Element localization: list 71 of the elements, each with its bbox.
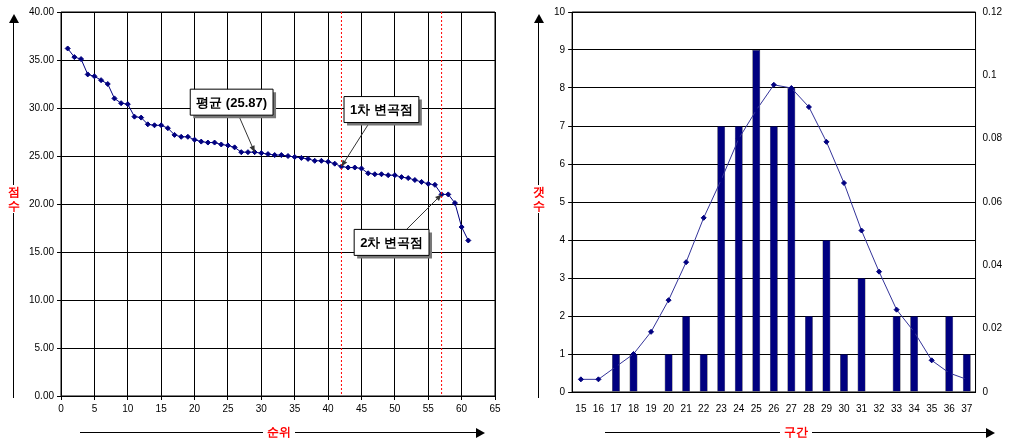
y-tick-label: 40.00 [28, 5, 55, 17]
y-tick-label: 7 [559, 119, 566, 131]
x-axis-title: 순위 [262, 425, 295, 439]
y-tick-label: 5.00 [34, 341, 55, 353]
x-tick-label: 21 [680, 402, 693, 414]
x-tick-label: 35 [926, 402, 938, 414]
x-axis-title: 구간 [780, 425, 812, 439]
y-tick-label: 1 [559, 347, 566, 359]
y-tick-label: 10 [554, 5, 566, 17]
annotation: 2차 변곡점 [360, 234, 424, 250]
y-tick-label: 3 [559, 271, 566, 283]
annotation: 1차 변곡점 [350, 102, 413, 118]
x-tick-label: 35 [289, 402, 301, 414]
y2-tick-label: 0.06 [982, 195, 1003, 207]
x-tick-label: 17 [610, 402, 622, 414]
y-tick-label: 0.00 [34, 389, 55, 401]
x-tick-label: 60 [456, 402, 468, 414]
x-tick-label: 10 [122, 402, 134, 414]
y-tick-label: 35.00 [28, 53, 55, 65]
annotation: 평균 (25.87) [196, 94, 268, 110]
y-tick-label: 6 [559, 157, 566, 169]
x-tick-label: 33 [891, 402, 903, 414]
x-tick-label: 31 [855, 402, 868, 414]
y-axis-title: 점수 [7, 185, 21, 213]
x-tick-label: 30 [255, 402, 268, 414]
x-tick-label: 26 [768, 402, 780, 414]
x-tick-label: 50 [389, 402, 401, 414]
x-tick-label: 15 [575, 402, 587, 414]
y-tick-label: 15.00 [28, 245, 55, 257]
y-tick-label: 2 [559, 309, 566, 321]
y-tick-label: 25.00 [28, 149, 55, 161]
x-tick-label: 18 [627, 402, 640, 414]
y-tick-label: 8 [559, 81, 566, 93]
x-tick-label: 36 [943, 402, 956, 414]
y-axis-title: 갯수 [532, 185, 546, 213]
y-tick-label: 4 [559, 233, 566, 245]
x-tick-label: 0 [58, 402, 65, 414]
x-tick-label: 20 [663, 402, 675, 414]
x-tick-label: 34 [908, 402, 921, 414]
x-tick-label: 24 [733, 402, 745, 414]
x-tick-label: 29 [820, 402, 833, 414]
x-tick-label: 30 [838, 402, 850, 414]
x-tick-label: 40 [322, 402, 335, 414]
y-tick-label: 20.00 [28, 197, 55, 209]
y2-tick-label: 0.02 [982, 322, 1003, 334]
y2-tick-label: 0 [982, 385, 989, 397]
x-tick-label: 32 [873, 402, 886, 414]
y-tick-label: 5 [559, 195, 566, 207]
x-tick-label: 19 [645, 402, 658, 414]
y-tick-label: 9 [559, 43, 566, 55]
x-tick-label: 45 [355, 402, 368, 414]
y-tick-label: 0 [559, 385, 566, 397]
x-tick-label: 28 [803, 402, 815, 414]
y2-tick-label: 0.08 [982, 132, 1003, 144]
y2-tick-label: 0.12 [982, 5, 1003, 17]
y2-tick-label: 0.04 [982, 259, 1003, 271]
y2-tick-label: 0.1 [982, 69, 997, 81]
x-tick-label: 37 [961, 402, 973, 414]
x-tick-label: 25 [750, 402, 763, 414]
x-tick-label: 15 [155, 402, 168, 414]
x-tick-label: 55 [422, 402, 435, 414]
y-tick-label: 10.00 [28, 293, 55, 305]
y-tick-label: 30.00 [28, 101, 55, 113]
x-tick-label: 20 [188, 402, 201, 414]
x-tick-label: 25 [222, 402, 234, 414]
x-tick-label: 65 [489, 402, 501, 414]
x-tick-label: 5 [91, 402, 98, 414]
x-tick-label: 22 [698, 402, 710, 414]
x-tick-label: 27 [785, 402, 798, 414]
x-tick-label: 23 [715, 402, 728, 414]
x-tick-label: 16 [592, 402, 605, 414]
